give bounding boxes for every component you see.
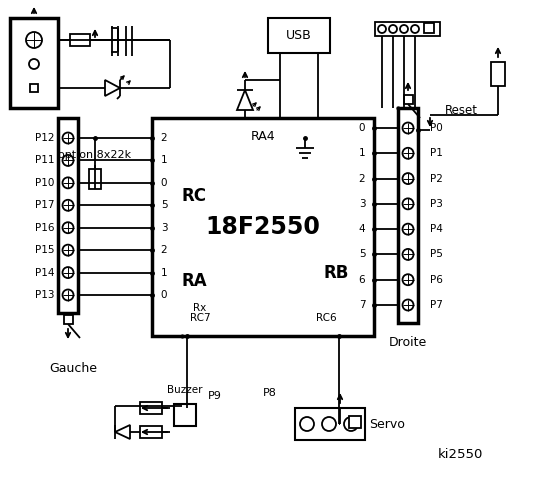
Text: 0: 0	[161, 178, 167, 188]
Bar	[295, 408, 365, 440]
Bar	[140, 402, 162, 414]
Circle shape	[403, 148, 414, 159]
Bar	[58, 118, 78, 313]
Bar	[10, 18, 58, 108]
Circle shape	[62, 155, 74, 166]
Text: Buzzer: Buzzer	[167, 385, 203, 395]
Circle shape	[403, 224, 414, 235]
Text: P17: P17	[34, 200, 54, 210]
Text: 18F2550: 18F2550	[206, 215, 320, 239]
Circle shape	[62, 177, 74, 188]
Bar	[404, 95, 413, 104]
Circle shape	[62, 245, 74, 256]
Text: 2: 2	[161, 133, 168, 143]
Circle shape	[26, 32, 42, 48]
Text: RC6: RC6	[316, 313, 336, 323]
Text: RA4: RA4	[251, 130, 275, 143]
Text: 0: 0	[161, 290, 167, 300]
Text: P2: P2	[430, 174, 443, 183]
Text: Rx: Rx	[194, 303, 207, 313]
Text: P3: P3	[430, 199, 443, 209]
Text: RC: RC	[181, 187, 206, 205]
Text: P9: P9	[208, 391, 222, 401]
Circle shape	[400, 25, 408, 33]
Circle shape	[29, 59, 39, 69]
Circle shape	[403, 173, 414, 184]
Bar	[30, 84, 38, 92]
Text: 1: 1	[161, 156, 168, 166]
Text: Droite: Droite	[389, 336, 427, 349]
Text: option 8x22k: option 8x22k	[59, 150, 132, 160]
Circle shape	[389, 25, 397, 33]
Text: P8: P8	[263, 388, 277, 398]
Circle shape	[411, 25, 419, 33]
Text: 0: 0	[359, 123, 365, 133]
Text: P7: P7	[430, 300, 443, 310]
Text: 3: 3	[359, 199, 366, 209]
Bar	[375, 22, 440, 36]
Circle shape	[62, 132, 74, 144]
Circle shape	[378, 25, 386, 33]
Bar	[152, 118, 374, 336]
Text: 1: 1	[161, 267, 168, 277]
Text: P1: P1	[430, 148, 443, 158]
Text: P6: P6	[430, 275, 443, 285]
Text: P5: P5	[430, 250, 443, 259]
Text: USB: USB	[286, 29, 312, 42]
Text: 5: 5	[359, 250, 366, 259]
Text: 4: 4	[359, 224, 366, 234]
Circle shape	[403, 198, 414, 209]
Bar	[424, 23, 434, 33]
Text: 3: 3	[161, 223, 168, 233]
Text: P15: P15	[34, 245, 54, 255]
Text: 2: 2	[161, 245, 168, 255]
Circle shape	[300, 417, 314, 431]
Circle shape	[62, 222, 74, 233]
Bar	[89, 169, 101, 189]
Bar	[491, 62, 505, 86]
Circle shape	[403, 274, 414, 285]
Circle shape	[62, 200, 74, 211]
Text: 6: 6	[359, 275, 366, 285]
Text: P16: P16	[34, 223, 54, 233]
Text: P12: P12	[34, 133, 54, 143]
Text: 1: 1	[359, 148, 366, 158]
Circle shape	[403, 300, 414, 311]
Text: RB: RB	[324, 264, 349, 282]
Circle shape	[322, 417, 336, 431]
Text: RA: RA	[181, 272, 207, 290]
Text: Gauche: Gauche	[49, 361, 97, 374]
Circle shape	[344, 417, 358, 431]
Text: P0: P0	[430, 123, 443, 133]
Circle shape	[62, 267, 74, 278]
Text: P10: P10	[35, 178, 54, 188]
Bar	[140, 426, 162, 438]
Bar	[268, 18, 330, 53]
Text: P13: P13	[34, 290, 54, 300]
Text: 7: 7	[359, 300, 366, 310]
Text: 5: 5	[161, 200, 168, 210]
Circle shape	[403, 122, 414, 133]
Text: RC7: RC7	[190, 313, 210, 323]
Bar	[64, 315, 72, 324]
Bar	[70, 34, 90, 46]
Text: P11: P11	[34, 156, 54, 166]
Circle shape	[62, 289, 74, 300]
Circle shape	[403, 249, 414, 260]
Text: Reset: Reset	[445, 104, 478, 117]
Bar	[349, 416, 361, 428]
Text: 2: 2	[359, 174, 366, 183]
Bar	[174, 404, 196, 426]
Text: P4: P4	[430, 224, 443, 234]
Text: ki2550: ki2550	[437, 448, 483, 461]
Text: Servo: Servo	[369, 418, 405, 431]
Bar	[398, 108, 418, 323]
Text: P14: P14	[34, 267, 54, 277]
